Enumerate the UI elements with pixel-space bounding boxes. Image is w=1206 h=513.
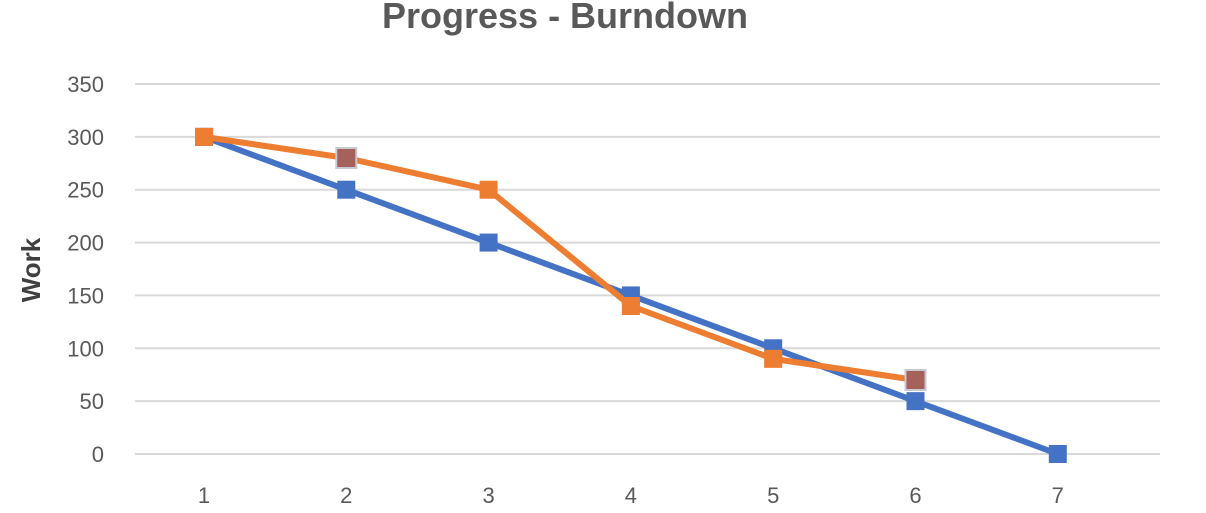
x-tick-label: 2 xyxy=(340,483,352,508)
y-tick-label: 100 xyxy=(67,336,104,361)
series-group xyxy=(195,127,1067,463)
data-point-marker xyxy=(195,127,213,146)
y-tick-label: 200 xyxy=(67,231,104,256)
x-tick-label: 7 xyxy=(1052,483,1064,508)
y-tick-label: 350 xyxy=(67,72,104,97)
data-point-marker xyxy=(337,149,356,167)
y-axis-label: Work xyxy=(16,237,46,302)
data-point-marker xyxy=(479,233,498,252)
data-point-marker xyxy=(621,297,640,315)
x-tick-label: 4 xyxy=(625,483,637,508)
data-point-marker xyxy=(906,371,925,389)
x-tick-labels: 1 2 3 4 5 6 7 xyxy=(198,483,1064,508)
data-point-marker xyxy=(479,180,498,199)
x-tick-label: 3 xyxy=(482,483,494,508)
y-tick-label: 250 xyxy=(67,178,104,203)
y-tick-label: 150 xyxy=(67,283,104,308)
y-tick-labels: 0 50 100 150 200 250 300 350 xyxy=(67,72,104,467)
data-point-marker xyxy=(764,349,783,368)
series-line-2 xyxy=(203,133,916,383)
y-tick-label: 0 xyxy=(92,442,104,467)
data-point-marker xyxy=(906,392,925,411)
data-point-marker xyxy=(1048,445,1067,463)
y-tick-label: 300 xyxy=(67,125,104,150)
x-tick-label: 6 xyxy=(909,483,921,508)
data-point-marker xyxy=(337,180,356,199)
y-tick-label: 50 xyxy=(80,389,104,414)
gridlines xyxy=(135,83,1160,455)
chart-title: Progress - Burndown xyxy=(382,0,748,36)
x-tick-label: 5 xyxy=(767,483,779,508)
x-tick-label: 1 xyxy=(198,483,210,508)
